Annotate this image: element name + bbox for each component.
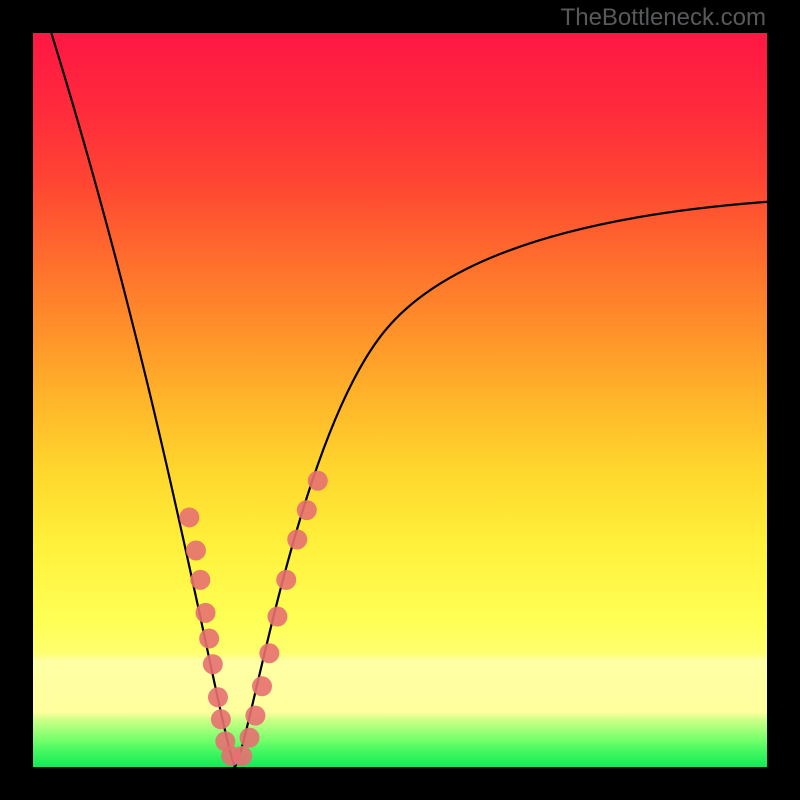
data-marker xyxy=(179,507,199,527)
data-marker xyxy=(252,676,272,696)
data-marker xyxy=(211,709,231,729)
data-marker xyxy=(267,607,287,627)
plot-svg xyxy=(33,33,767,767)
data-marker xyxy=(297,500,317,520)
data-marker xyxy=(308,471,328,491)
plot-area xyxy=(33,33,767,767)
data-marker xyxy=(232,746,252,766)
data-marker xyxy=(186,540,206,560)
data-marker xyxy=(245,706,265,726)
data-marker xyxy=(203,654,223,674)
data-marker xyxy=(276,570,296,590)
chart-container: TheBottleneck.com xyxy=(0,0,800,800)
data-marker xyxy=(259,643,279,663)
data-marker xyxy=(208,687,228,707)
data-marker xyxy=(199,629,219,649)
gradient-background xyxy=(33,33,767,767)
data-marker xyxy=(240,728,260,748)
data-marker xyxy=(287,529,307,549)
data-marker xyxy=(195,603,215,623)
watermark-text: TheBottleneck.com xyxy=(561,4,766,32)
data-marker xyxy=(190,570,210,590)
